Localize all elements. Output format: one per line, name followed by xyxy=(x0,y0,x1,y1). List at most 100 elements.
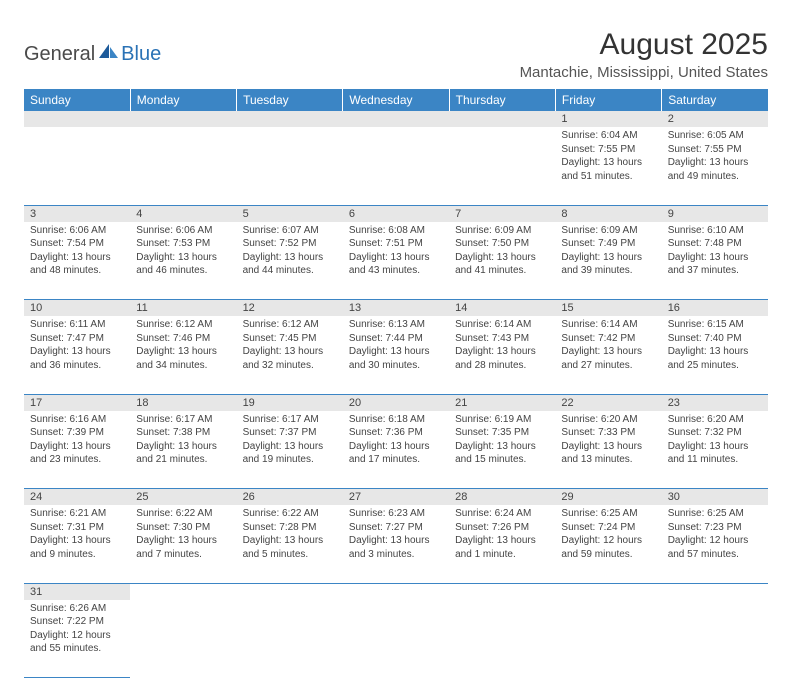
daynum-row: 10111213141516 xyxy=(24,300,768,317)
sunrise-text: Sunrise: 6:23 AM xyxy=(349,507,443,521)
sunrise-text: Sunrise: 6:15 AM xyxy=(668,318,762,332)
sunset-text: Sunset: 7:48 PM xyxy=(668,237,762,251)
sunset-text: Sunset: 7:28 PM xyxy=(243,521,337,535)
sunrise-text: Sunrise: 6:06 AM xyxy=(30,224,124,238)
sunrise-text: Sunrise: 6:05 AM xyxy=(668,129,762,143)
day-number: 29 xyxy=(555,489,661,506)
sunset-text: Sunset: 7:51 PM xyxy=(349,237,443,251)
day-cell: Sunrise: 6:10 AMSunset: 7:48 PMDaylight:… xyxy=(662,222,768,300)
day-header: Thursday xyxy=(449,89,555,111)
day-number xyxy=(237,111,343,127)
daylight-text: Daylight: 12 hours and 57 minutes. xyxy=(668,534,762,561)
sunrise-text: Sunrise: 6:24 AM xyxy=(455,507,549,521)
sunrise-text: Sunrise: 6:22 AM xyxy=(136,507,230,521)
logo: General Blue xyxy=(24,28,161,66)
day-number: 26 xyxy=(237,489,343,506)
sunset-text: Sunset: 7:54 PM xyxy=(30,237,124,251)
sunset-text: Sunset: 7:55 PM xyxy=(668,143,762,157)
daylight-text: Daylight: 13 hours and 37 minutes. xyxy=(668,251,762,278)
sail-icon xyxy=(97,42,119,65)
daylight-text: Daylight: 13 hours and 30 minutes. xyxy=(349,345,443,372)
daylight-text: Daylight: 13 hours and 28 minutes. xyxy=(455,345,549,372)
sunrise-text: Sunrise: 6:17 AM xyxy=(243,413,337,427)
sunset-text: Sunset: 7:43 PM xyxy=(455,332,549,346)
day-number: 17 xyxy=(24,394,130,411)
day-cell xyxy=(130,600,236,678)
sunrise-text: Sunrise: 6:14 AM xyxy=(455,318,549,332)
day-number: 11 xyxy=(130,300,236,317)
day-number xyxy=(130,111,236,127)
sunrise-text: Sunrise: 6:17 AM xyxy=(136,413,230,427)
day-number: 10 xyxy=(24,300,130,317)
sunset-text: Sunset: 7:47 PM xyxy=(30,332,124,346)
week-row: Sunrise: 6:11 AMSunset: 7:47 PMDaylight:… xyxy=(24,316,768,394)
day-number: 1 xyxy=(555,111,661,127)
sunset-text: Sunset: 7:26 PM xyxy=(455,521,549,535)
day-number xyxy=(237,583,343,600)
daylight-text: Daylight: 13 hours and 39 minutes. xyxy=(561,251,655,278)
day-cell: Sunrise: 6:16 AMSunset: 7:39 PMDaylight:… xyxy=(24,411,130,489)
day-cell: Sunrise: 6:12 AMSunset: 7:46 PMDaylight:… xyxy=(130,316,236,394)
daylight-text: Daylight: 13 hours and 15 minutes. xyxy=(455,440,549,467)
day-number: 19 xyxy=(237,394,343,411)
sunrise-text: Sunrise: 6:20 AM xyxy=(561,413,655,427)
daylight-text: Daylight: 13 hours and 51 minutes. xyxy=(561,156,655,183)
daylight-text: Daylight: 13 hours and 46 minutes. xyxy=(136,251,230,278)
sunset-text: Sunset: 7:39 PM xyxy=(30,426,124,440)
day-number: 3 xyxy=(24,205,130,222)
logo-text-general: General xyxy=(24,43,95,66)
sunset-text: Sunset: 7:53 PM xyxy=(136,237,230,251)
sunset-text: Sunset: 7:50 PM xyxy=(455,237,549,251)
day-cell xyxy=(662,600,768,678)
day-cell: Sunrise: 6:15 AMSunset: 7:40 PMDaylight:… xyxy=(662,316,768,394)
sunset-text: Sunset: 7:37 PM xyxy=(243,426,337,440)
sunset-text: Sunset: 7:27 PM xyxy=(349,521,443,535)
daynum-row: 31 xyxy=(24,583,768,600)
day-cell: Sunrise: 6:24 AMSunset: 7:26 PMDaylight:… xyxy=(449,505,555,583)
daynum-row: 3456789 xyxy=(24,205,768,222)
day-cell: Sunrise: 6:14 AMSunset: 7:42 PMDaylight:… xyxy=(555,316,661,394)
daynum-row: 24252627282930 xyxy=(24,489,768,506)
sunset-text: Sunset: 7:49 PM xyxy=(561,237,655,251)
sunset-text: Sunset: 7:30 PM xyxy=(136,521,230,535)
day-cell: Sunrise: 6:19 AMSunset: 7:35 PMDaylight:… xyxy=(449,411,555,489)
sunrise-text: Sunrise: 6:25 AM xyxy=(561,507,655,521)
day-cell: Sunrise: 6:17 AMSunset: 7:37 PMDaylight:… xyxy=(237,411,343,489)
week-row: Sunrise: 6:26 AMSunset: 7:22 PMDaylight:… xyxy=(24,600,768,678)
day-header: Friday xyxy=(555,89,661,111)
day-cell xyxy=(449,127,555,205)
day-cell xyxy=(555,600,661,678)
day-cell: Sunrise: 6:14 AMSunset: 7:43 PMDaylight:… xyxy=(449,316,555,394)
daylight-text: Daylight: 13 hours and 36 minutes. xyxy=(30,345,124,372)
day-header: Wednesday xyxy=(343,89,449,111)
week-row: Sunrise: 6:06 AMSunset: 7:54 PM Daylight:… xyxy=(24,222,768,300)
daylight-text: Daylight: 13 hours and 44 minutes. xyxy=(243,251,337,278)
title-block: August 2025 Mantachie, Mississippi, Unit… xyxy=(520,28,768,87)
day-cell: Sunrise: 6:11 AMSunset: 7:47 PMDaylight:… xyxy=(24,316,130,394)
day-cell: Sunrise: 6:17 AMSunset: 7:38 PMDaylight:… xyxy=(130,411,236,489)
sunset-text: Sunset: 7:45 PM xyxy=(243,332,337,346)
day-number xyxy=(343,583,449,600)
sunrise-text: Sunrise: 6:19 AM xyxy=(455,413,549,427)
day-cell: Sunrise: 6:07 AMSunset: 7:52 PMDaylight:… xyxy=(237,222,343,300)
day-cell: Sunrise: 6:18 AMSunset: 7:36 PMDaylight:… xyxy=(343,411,449,489)
sunrise-text: Sunrise: 6:22 AM xyxy=(243,507,337,521)
day-cell xyxy=(237,127,343,205)
sunrise-text: Sunrise: 6:09 AM xyxy=(455,224,549,238)
day-number: 24 xyxy=(24,489,130,506)
week-row: Sunrise: 6:21 AMSunset: 7:31 PMDaylight:… xyxy=(24,505,768,583)
day-cell: Sunrise: 6:25 AMSunset: 7:23 PMDaylight:… xyxy=(662,505,768,583)
week-row: Sunrise: 6:16 AMSunset: 7:39 PMDaylight:… xyxy=(24,411,768,489)
sunset-text: Sunset: 7:46 PM xyxy=(136,332,230,346)
logo-text-blue: Blue xyxy=(121,43,161,66)
daylight-text: Daylight: 13 hours and 49 minutes. xyxy=(668,156,762,183)
sunset-text: Sunset: 7:31 PM xyxy=(30,521,124,535)
daylight-text: Daylight: 13 hours and 5 minutes. xyxy=(243,534,337,561)
day-cell: Sunrise: 6:05 AMSunset: 7:55 PMDaylight:… xyxy=(662,127,768,205)
daylight-text: Daylight: 13 hours and 21 minutes. xyxy=(136,440,230,467)
sunset-text: Sunset: 7:32 PM xyxy=(668,426,762,440)
day-number: 13 xyxy=(343,300,449,317)
daylight-text: Daylight: 13 hours and 43 minutes. xyxy=(349,251,443,278)
day-cell: Sunrise: 6:09 AMSunset: 7:50 PMDaylight:… xyxy=(449,222,555,300)
daylight-text: Daylight: 13 hours and 41 minutes. xyxy=(455,251,549,278)
